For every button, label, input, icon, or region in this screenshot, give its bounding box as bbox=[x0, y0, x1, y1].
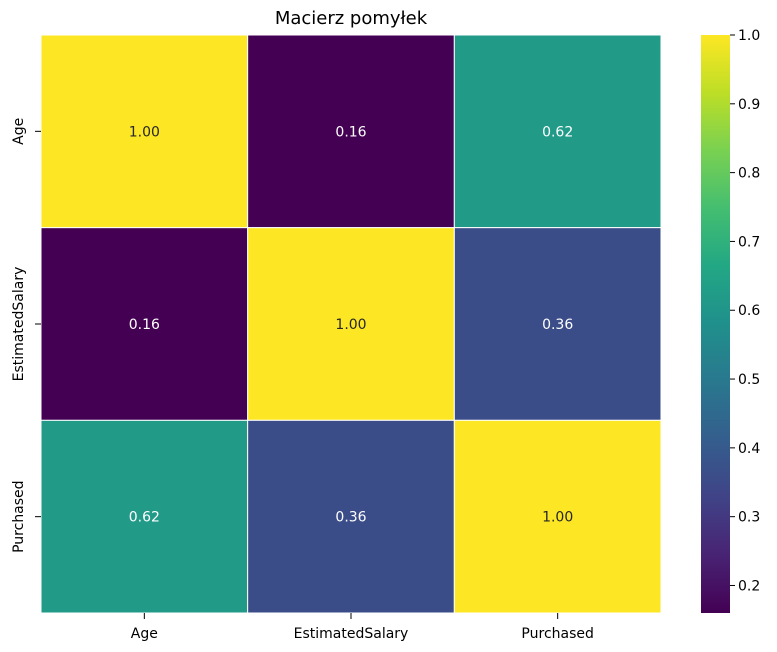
colorbar-tick-label-3: 0.5 bbox=[738, 372, 760, 388]
colorbar-tick-label-1: 0.3 bbox=[738, 510, 760, 526]
colorbar-tick-label-8: 1.0 bbox=[738, 28, 760, 44]
x-tick-label-2: Purchased bbox=[521, 626, 593, 642]
cell-label-2-1: 0.36 bbox=[335, 510, 366, 526]
y-tick-label-0: Age bbox=[11, 118, 27, 145]
colorbar-tick-label-7: 0.9 bbox=[738, 97, 760, 113]
cell-label-0-2: 0.62 bbox=[542, 124, 573, 140]
cell-label-0-1: 0.16 bbox=[335, 124, 366, 140]
colorbar-tick-label-0: 0.2 bbox=[738, 578, 760, 594]
colorbar-gradient bbox=[701, 35, 730, 613]
x-tick-label-1: EstimatedSalary bbox=[294, 626, 409, 642]
chart-title: Macierz pomyłek bbox=[275, 8, 428, 29]
cell-label-2-0: 0.62 bbox=[129, 510, 160, 526]
colorbar: 0.2 0.3 0.4 0.5 0.6 0.7 0.8 0.9 1.0 bbox=[701, 28, 760, 613]
colorbar-tick-label-2: 0.4 bbox=[738, 441, 760, 457]
colorbar-tick-label-5: 0.7 bbox=[738, 234, 760, 250]
y-tick-label-2: Purchased bbox=[11, 480, 27, 552]
y-tick-label-1: EstimatedSalary bbox=[11, 267, 27, 382]
x-axis: Age EstimatedSalary Purchased bbox=[131, 613, 594, 642]
x-tick-label-0: Age bbox=[131, 626, 158, 642]
cell-label-1-1: 1.00 bbox=[335, 317, 366, 333]
colorbar-tick-label-6: 0.8 bbox=[738, 166, 760, 182]
cell-label-0-0: 1.00 bbox=[129, 124, 160, 140]
cell-label-1-2: 0.36 bbox=[542, 317, 573, 333]
y-axis: Age EstimatedSalary Purchased bbox=[11, 118, 41, 553]
cell-label-2-2: 1.00 bbox=[542, 510, 573, 526]
colorbar-tick-label-4: 0.6 bbox=[738, 303, 760, 319]
cell-label-1-0: 0.16 bbox=[129, 317, 160, 333]
